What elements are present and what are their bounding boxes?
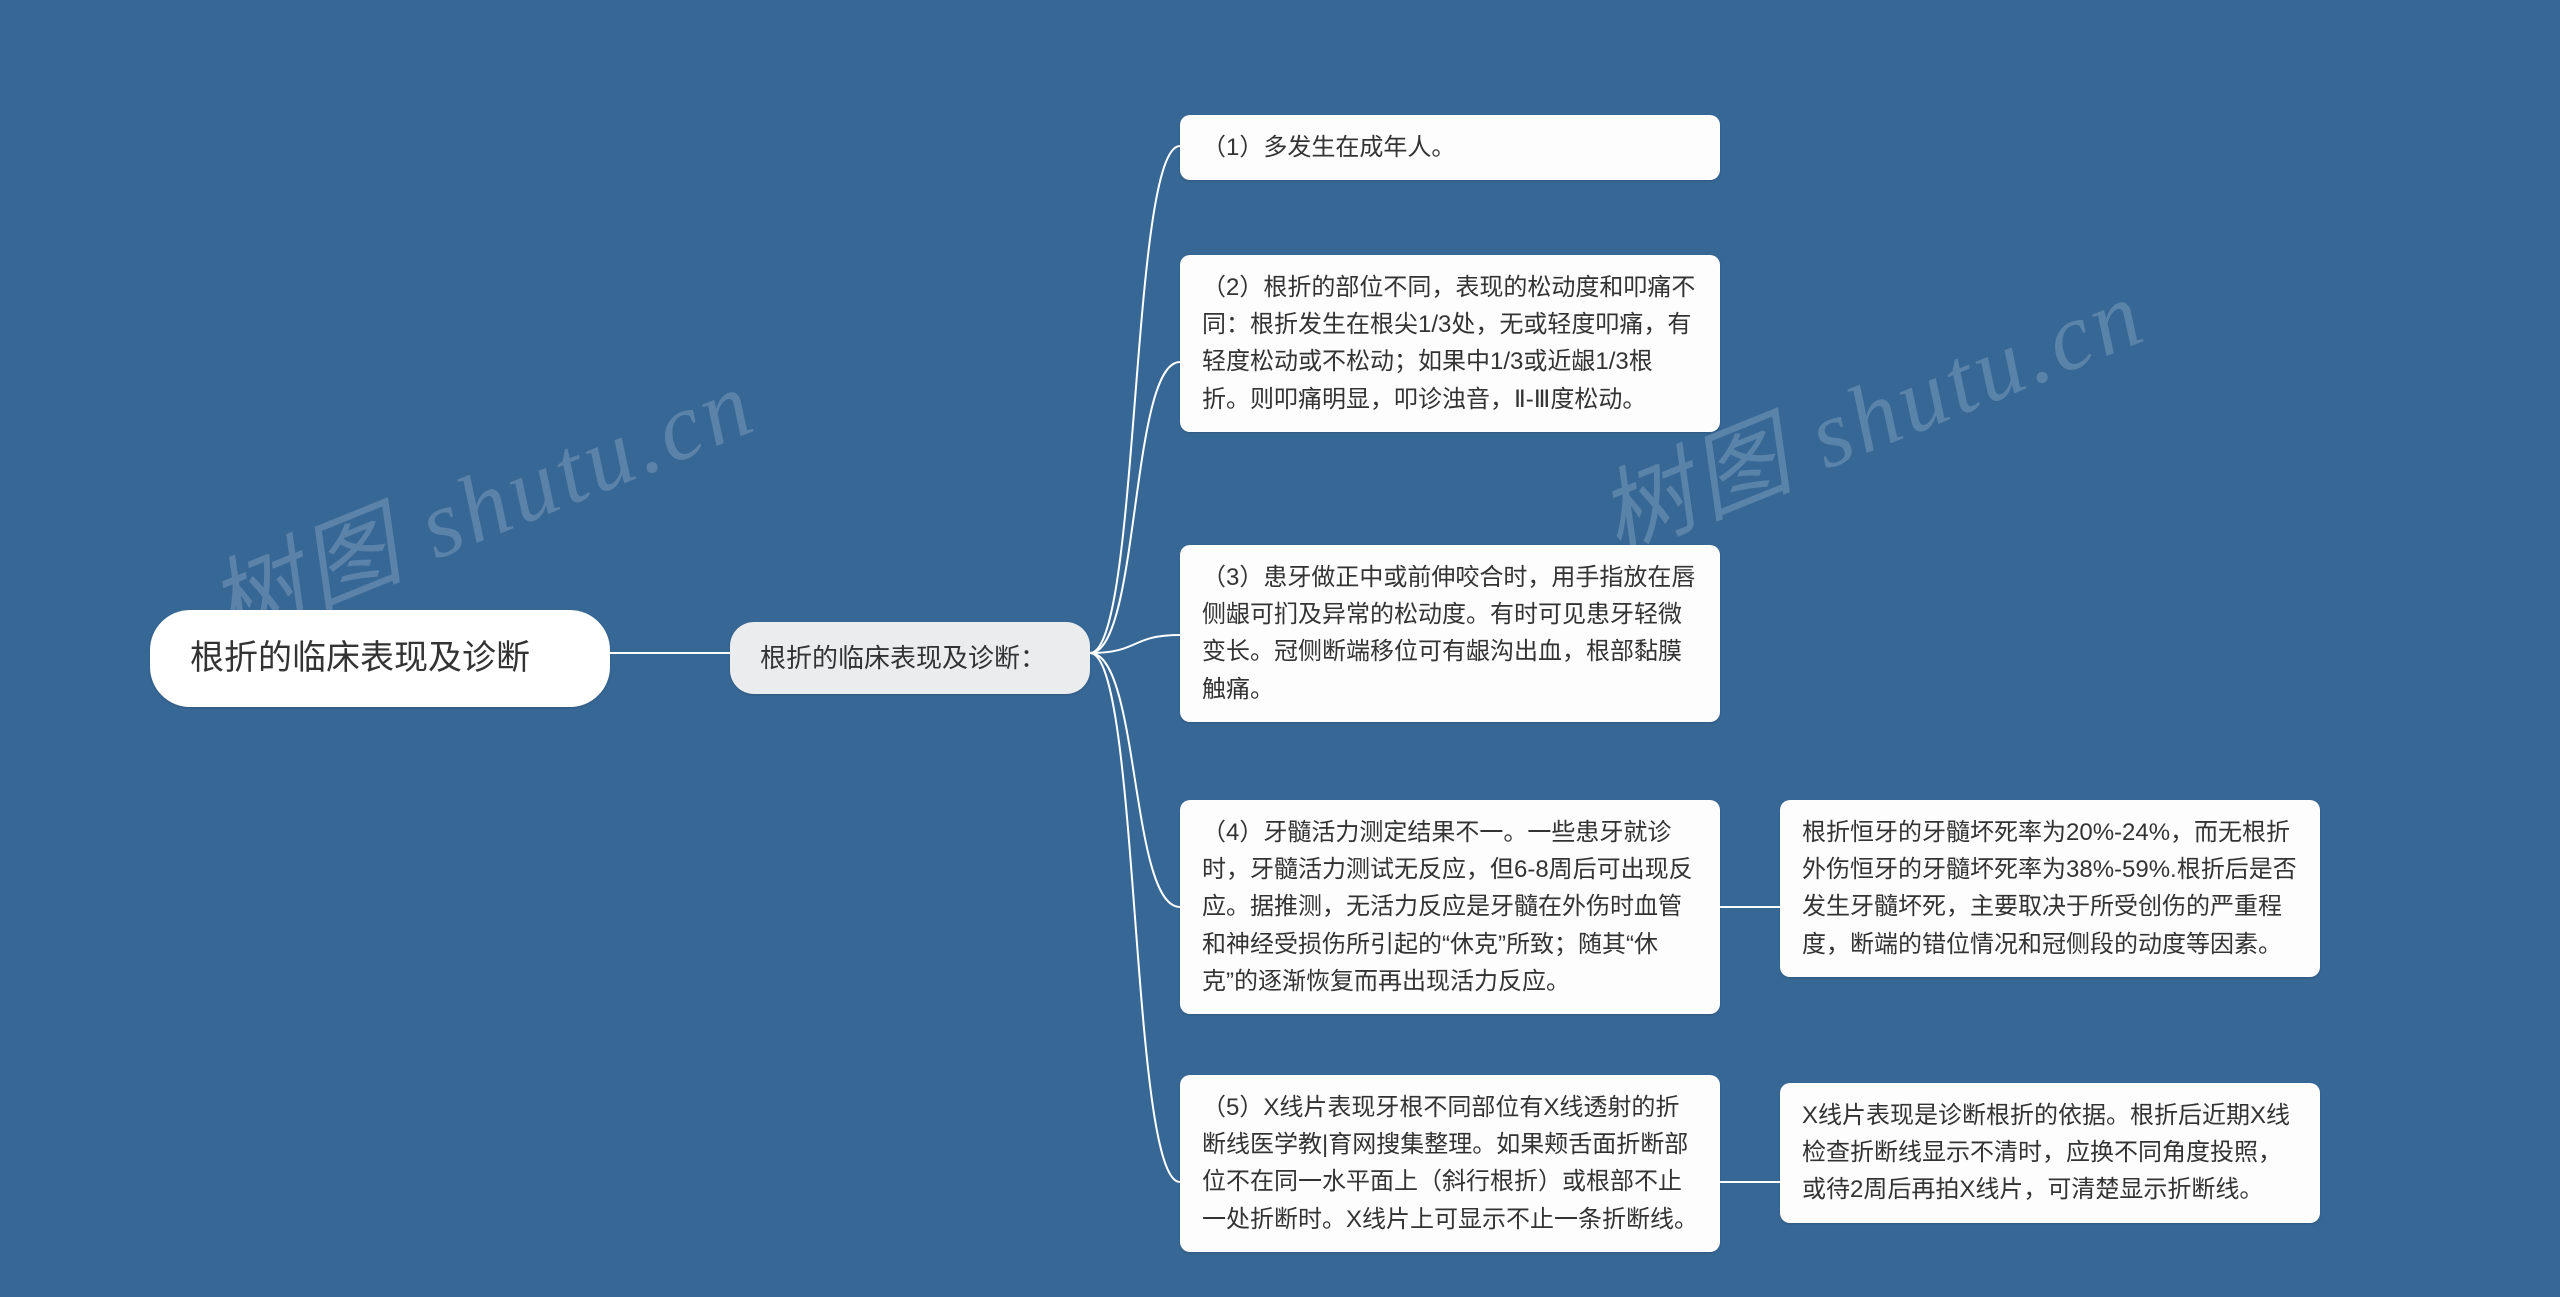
edge [1090, 362, 1180, 653]
leaf-node-4a[interactable]: 根折恒牙的牙髓坏死率为20%-24%，而无根折外伤恒牙的牙髓坏死率为38%-59… [1780, 800, 2320, 977]
edge [1090, 653, 1180, 907]
mindmap-canvas: 树图 shutu.cn 树图 shutu.cn 根折的临床表现及诊断 根折的临床… [0, 0, 2560, 1297]
branch-label: 根折的临床表现及诊断： [760, 643, 1046, 673]
leaf-node-2[interactable]: （2）根折的部位不同，表现的松动度和叩痛不同：根折发生在根尖1/3处，无或轻度叩… [1180, 255, 1720, 432]
root-label: 根折的临床表现及诊断 [190, 639, 530, 677]
leaf-text: （3）患牙做正中或前伸咬合时，用手指放在唇侧龈可扪及异常的松动度。有时可见患牙轻… [1202, 564, 1695, 703]
branch-node[interactable]: 根折的临床表现及诊断： [730, 622, 1090, 694]
leaf-text: （1）多发生在成年人。 [1202, 134, 1455, 161]
leaf-node-3[interactable]: （3）患牙做正中或前伸咬合时，用手指放在唇侧龈可扪及异常的松动度。有时可见患牙轻… [1180, 545, 1720, 722]
edge [1090, 653, 1180, 1182]
leaf-node-5a[interactable]: X线片表现是诊断根折的依据。根折后近期X线检查折断线显示不清时，应换不同角度投照… [1780, 1083, 2320, 1223]
leaf-node-4[interactable]: （4）牙髓活力测定结果不一。一些患牙就诊时，牙髓活力测试无反应，但6-8周后可出… [1180, 800, 1720, 1014]
leaf-text: 根折恒牙的牙髓坏死率为20%-24%，而无根折外伤恒牙的牙髓坏死率为38%-59… [1802, 819, 2297, 958]
leaf-text: X线片表现是诊断根折的依据。根折后近期X线检查折断线显示不清时，应换不同角度投照… [1802, 1102, 2290, 1203]
edge [1090, 635, 1180, 653]
leaf-text: （2）根折的部位不同，表现的松动度和叩痛不同：根折发生在根尖1/3处，无或轻度叩… [1202, 274, 1695, 413]
leaf-node-1[interactable]: （1）多发生在成年人。 [1180, 115, 1720, 180]
root-node[interactable]: 根折的临床表现及诊断 [150, 610, 610, 707]
leaf-node-5[interactable]: （5）X线片表现牙根不同部位有X线透射的折断线医学教|育网搜集整理。如果颊舌面折… [1180, 1075, 1720, 1252]
edge [1090, 146, 1180, 653]
leaf-text: （5）X线片表现牙根不同部位有X线透射的折断线医学教|育网搜集整理。如果颊舌面折… [1202, 1094, 1698, 1233]
leaf-text: （4）牙髓活力测定结果不一。一些患牙就诊时，牙髓活力测试无反应，但6-8周后可出… [1202, 819, 1693, 995]
